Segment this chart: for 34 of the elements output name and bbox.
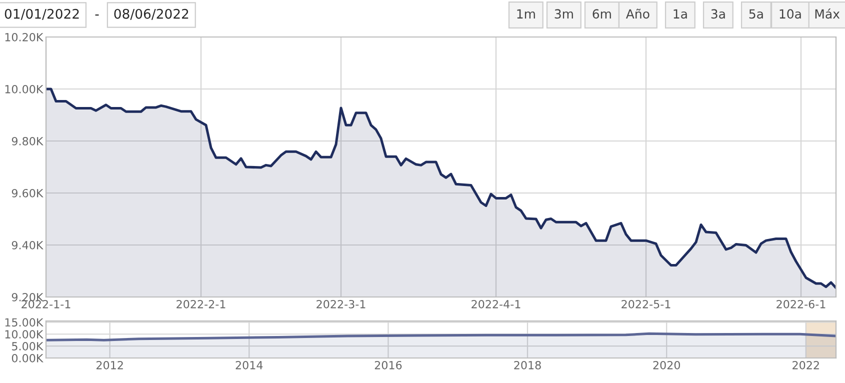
text: - [95,14,99,16]
text: 08/06/2022 [114,8,188,20]
text: 6m [592,9,611,19]
x-tick-label: 2022-5-1 [622,300,670,308]
text: 3m [554,9,573,19]
y-tick-label: 10.00K [5,330,44,339]
x-tick-label: 2014 [236,360,263,370]
x-tick-label: 2022-2-1 [176,300,226,308]
y-tick-label: 0.00K [12,354,44,362]
x-tick-label: 2018 [514,360,541,370]
y-tick-label: 10.00K [5,84,44,94]
x-tick-label: 2016 [374,360,402,370]
y-tick-label: 5.00K [12,342,44,350]
y-tick-label: 15.00K [5,318,44,327]
y-tick-label: 9.20K [12,292,44,302]
text: 10a [780,9,801,19]
x-tick-label: 2022-3-1 [316,300,366,308]
text: 1m [517,9,535,18]
y-tick-label: 10.20K [5,32,44,42]
text: 3a [711,9,725,19]
text: Año [626,8,650,19]
x-tick-label: 2020 [653,360,680,370]
text: 5a [749,9,763,19]
y-tick-label: 9.80K [12,136,44,146]
text: 1a [674,9,687,19]
x-tick-label: 2022 [792,360,819,370]
x-tick-label: 2022-6-1 [776,300,826,308]
y-tick-label: 9.40K [12,240,44,250]
y-tick-label: 9.60K [12,188,44,198]
text: 01/01/2022 [4,8,79,20]
x-tick-label: 2012 [96,360,123,370]
x-tick-label: 2022-4-1 [472,300,520,308]
text: Máx [815,8,840,19]
x-tick-label: 2022-1-1 [22,300,70,308]
